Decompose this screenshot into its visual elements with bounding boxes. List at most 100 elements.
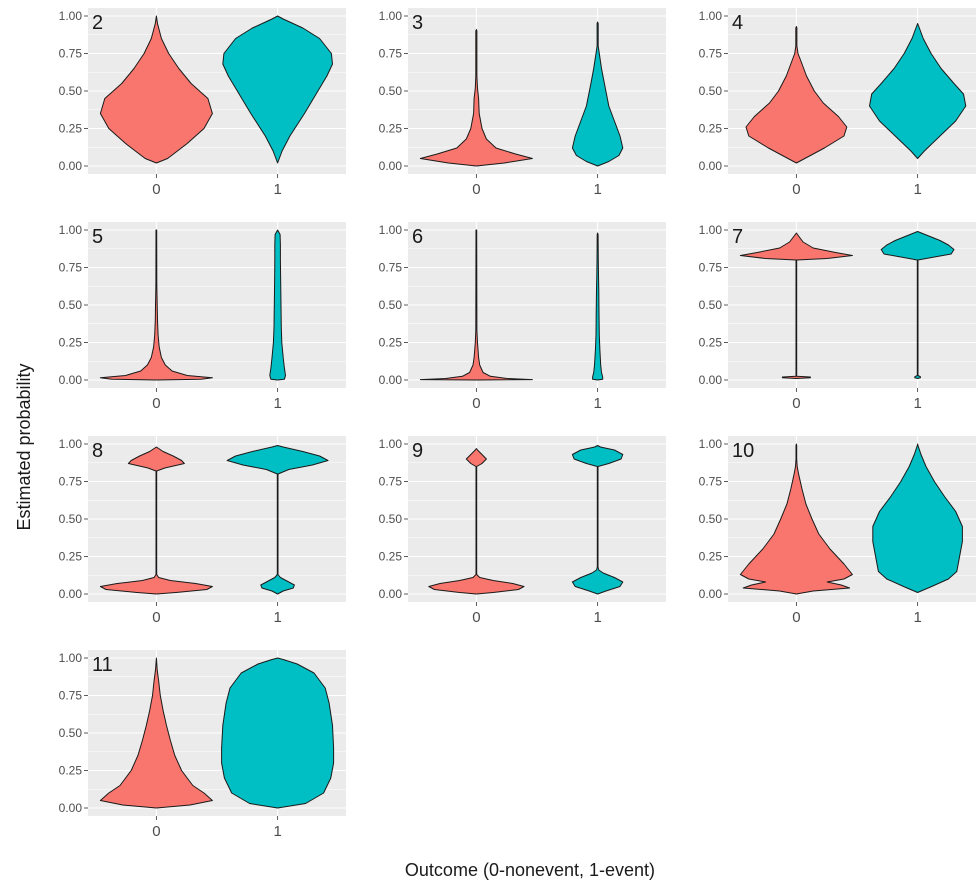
y-tick-label: 0.25 xyxy=(59,764,83,778)
y-tick-label: 0.00 xyxy=(59,373,83,387)
violin-0 xyxy=(428,448,525,595)
y-tick-label: 1.00 xyxy=(699,437,723,451)
y-tick-label: 0.50 xyxy=(59,726,83,740)
y-tick-label: 0.75 xyxy=(59,689,83,703)
violin-0 xyxy=(419,229,533,381)
panel-label: 2 xyxy=(92,12,103,34)
x-tick-label: 0 xyxy=(152,181,160,198)
y-tick-label: 0.00 xyxy=(59,801,83,815)
y-tick-label: 0.75 xyxy=(59,475,83,489)
y-axis-title: Estimated probability xyxy=(14,363,34,530)
panel-3: 0.00 0.25 0.50 0.75 1.00 0 1 3 xyxy=(379,8,666,198)
y-tick-label: 1.00 xyxy=(699,9,723,23)
violin-1 xyxy=(226,445,329,595)
x-tick-label: 0 xyxy=(792,181,800,198)
y-tick-label: 0.50 xyxy=(379,512,403,526)
panel-label: 10 xyxy=(732,440,754,462)
y-tick-label: 0.00 xyxy=(699,587,723,601)
violin-1 xyxy=(869,23,967,159)
violin-1 xyxy=(880,231,955,379)
facet-panels: 0.00 0.25 0.50 0.75 1.00 0 1 2 0.00 0.25 0.50 0.75 1… xyxy=(59,8,976,840)
y-tick-label: 0.75 xyxy=(699,261,723,275)
violin-0 xyxy=(99,229,213,381)
x-tick-label: 1 xyxy=(593,181,601,198)
x-tick-label: 1 xyxy=(273,823,281,840)
violin-0 xyxy=(739,232,853,379)
y-tick-label: 0.25 xyxy=(59,550,83,564)
panel-label: 4 xyxy=(732,12,743,34)
y-tick-label: 1.00 xyxy=(59,9,83,23)
y-tick-label: 0.25 xyxy=(59,122,83,136)
y-tick-label: 1.00 xyxy=(379,437,403,451)
y-tick-label: 0.25 xyxy=(699,336,723,350)
y-tick-label: 0.75 xyxy=(699,475,723,489)
y-tick-label: 0.00 xyxy=(379,159,403,173)
violin-1 xyxy=(872,443,963,593)
violin-0 xyxy=(99,657,213,809)
violin-0 xyxy=(99,446,213,595)
x-tick-label: 0 xyxy=(472,609,480,626)
y-tick-label: 0.25 xyxy=(379,122,403,136)
panel-2: 0.00 0.25 0.50 0.75 1.00 0 1 2 xyxy=(59,8,346,198)
x-tick-label: 0 xyxy=(472,181,480,198)
violin-0 xyxy=(739,443,853,595)
x-tick-label: 0 xyxy=(152,395,160,412)
panel-label: 9 xyxy=(412,440,423,462)
y-tick-label: 0.25 xyxy=(59,336,83,350)
y-tick-label: 0.75 xyxy=(59,47,83,61)
y-tick-label: 0.25 xyxy=(379,336,403,350)
x-tick-label: 1 xyxy=(273,181,281,198)
y-tick-label: 0.25 xyxy=(699,550,723,564)
y-tick-label: 0.50 xyxy=(379,298,403,312)
y-tick-label: 1.00 xyxy=(59,437,83,451)
x-tick-label: 1 xyxy=(273,609,281,626)
y-tick-label: 1.00 xyxy=(59,651,83,665)
y-tick-label: 0.00 xyxy=(379,373,403,387)
y-tick-label: 0.50 xyxy=(699,84,723,98)
violin-0 xyxy=(419,29,533,167)
x-tick-label: 1 xyxy=(913,395,921,412)
y-tick-label: 0.50 xyxy=(699,298,723,312)
y-tick-label: 0.00 xyxy=(699,373,723,387)
panel-8: 0.00 0.25 0.50 0.75 1.00 0 1 8 xyxy=(59,436,346,626)
panel-label: 6 xyxy=(412,226,423,248)
y-tick-label: 0.25 xyxy=(379,550,403,564)
y-tick-label: 0.25 xyxy=(699,122,723,136)
violin-1 xyxy=(269,229,286,381)
panel-9: 0.00 0.25 0.50 0.75 1.00 0 1 9 xyxy=(379,436,666,626)
y-tick-label: 0.75 xyxy=(59,261,83,275)
panel-7: 0.00 0.25 0.50 0.75 1.00 0 1 7 xyxy=(699,222,976,412)
violin-0 xyxy=(745,26,848,164)
violin-1 xyxy=(571,445,624,595)
panel-5: 0.00 0.25 0.50 0.75 1.00 0 1 5 xyxy=(59,222,346,412)
violin-1 xyxy=(222,15,333,164)
y-tick-label: 0.50 xyxy=(379,84,403,98)
y-tick-label: 0.00 xyxy=(379,587,403,601)
violin-0 xyxy=(99,15,213,164)
panel-11: 0.000.250.500.751.000 111 xyxy=(59,650,346,840)
y-tick-label: 0.00 xyxy=(59,587,83,601)
y-tick-label: 1.00 xyxy=(379,223,403,237)
violin-1 xyxy=(571,21,624,167)
y-tick-label: 1.00 xyxy=(699,223,723,237)
panel-label: 5 xyxy=(92,226,103,248)
x-tick-label: 1 xyxy=(913,609,921,626)
violin-1 xyxy=(221,657,335,809)
panel-label: 7 xyxy=(732,226,743,248)
x-tick-label: 1 xyxy=(913,181,921,198)
panel-6: 0.00 0.25 0.50 0.75 1.00 0 1 6 xyxy=(379,222,666,412)
y-tick-label: 0.50 xyxy=(59,298,83,312)
y-tick-label: 0.75 xyxy=(379,261,403,275)
x-tick-label: 0 xyxy=(152,823,160,840)
panel-label: 11 xyxy=(92,654,113,676)
x-tick-label: 1 xyxy=(273,395,281,412)
y-tick-label: 0.75 xyxy=(379,475,403,489)
panel-label: 8 xyxy=(92,440,103,462)
x-tick-label: 1 xyxy=(593,395,601,412)
x-axis-title: Outcome (0-nonevent, 1-event) xyxy=(405,860,655,880)
y-tick-label: 0.00 xyxy=(699,159,723,173)
panel-4: 0.00 0.25 0.50 0.75 1.00 0 1 4 xyxy=(699,8,976,198)
x-tick-label: 0 xyxy=(472,395,480,412)
x-tick-label: 0 xyxy=(792,395,800,412)
